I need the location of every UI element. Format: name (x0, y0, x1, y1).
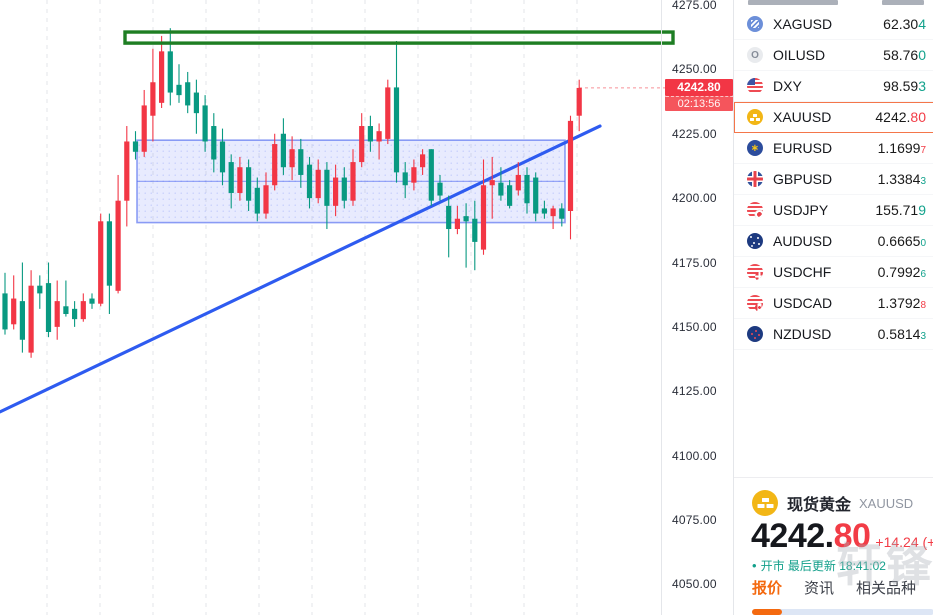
uk-icon (747, 171, 763, 187)
pair-price: 0.66650 (877, 233, 926, 249)
price-tick: 4150.00 (672, 319, 717, 334)
usch-icon (747, 264, 763, 280)
chart-region: 4275.00 4250.00 4225.00 4200.00 4175.00 4150.… (0, 0, 733, 615)
pair-price: 1.37928 (877, 295, 926, 311)
active-tab-underline (752, 609, 782, 615)
eu-icon (747, 140, 763, 156)
watchlist-row-dxy[interactable]: DXY 98.593 (734, 71, 933, 102)
axis-divider (661, 0, 662, 615)
tab-track (752, 609, 933, 615)
watchlist-row-oilusd[interactable]: OILUSD 58.760 (734, 40, 933, 71)
price-integer: 4242. (751, 517, 834, 555)
price-tick: 4125.00 (672, 384, 717, 399)
pair-price: 58.760 (883, 47, 926, 63)
bar-countdown-badge: 02:13:56 (665, 95, 733, 111)
truncated-text-left (748, 0, 838, 5)
pair-label: USDCAD (773, 295, 833, 311)
pair-label: USDJPY (773, 202, 829, 218)
pair-label: EURUSD (773, 140, 833, 156)
nz-icon (747, 326, 763, 342)
truncated-row (734, 0, 933, 6)
price-tick: 4075.00 (672, 513, 717, 527)
status-dot-icon: • (752, 558, 757, 573)
price-change: +14.24 (+ (875, 534, 933, 550)
watchlist-rows: XAGUSD 62.304 OILUSD 58.760 DXY 98.593 XAUUSD 4… (734, 9, 933, 350)
instrument-symbol: XAUUSD (859, 495, 914, 511)
chart-canvas[interactable] (0, 0, 733, 615)
au-icon (747, 233, 763, 249)
pair-label: XAUUSD (773, 109, 832, 125)
instrument-header: 现货黄金 XAUUSD (752, 490, 913, 516)
candles (2, 28, 582, 358)
watchlist-row-xagusd[interactable]: XAGUSD 62.304 (734, 9, 933, 40)
watchlist-row-usdcad[interactable]: USDCAD 1.37928 (734, 288, 933, 319)
watchlist-row-usdchf[interactable]: USDCHF 0.79926 (734, 257, 933, 288)
pair-label: NZDUSD (773, 326, 832, 342)
watchlist-row-usdjpy[interactable]: USDJPY 155.719 (734, 195, 933, 226)
price-tick: 4225.00 (672, 126, 717, 141)
watchlist-row-nzdusd[interactable]: NZDUSD 0.58143 (734, 319, 933, 350)
price-tick: 4275.00 (672, 0, 717, 12)
instrument-name: 现货黄金 (787, 497, 852, 514)
us-icon (747, 78, 763, 94)
pair-price: 1.33843 (877, 171, 926, 187)
price-decimals: 80 (833, 517, 871, 555)
usjp-icon (747, 202, 763, 218)
truncated-text-right (882, 0, 924, 5)
price-axis[interactable]: 4275.00 4250.00 4225.00 4200.00 4175.00 4150.… (661, 0, 733, 615)
tab-quotes[interactable]: 报价 (752, 580, 783, 597)
price-tick: 4200.00 (672, 191, 717, 206)
pair-price: 0.79926 (877, 264, 926, 280)
detail-tabs: 报价 资讯 相关品种 (752, 577, 916, 598)
watchlist-row-xauusd[interactable]: XAUUSD 4242.80 (734, 102, 933, 133)
pair-price: 98.593 (883, 78, 926, 94)
pair-label: GBPUSD (773, 171, 833, 187)
silver-icon (747, 16, 763, 32)
price-tick: 4100.00 (672, 448, 717, 463)
price-tick: 4175.00 (672, 255, 717, 270)
pair-price: 1.16997 (877, 140, 926, 156)
price-tick: 4050.00 (672, 577, 717, 592)
pair-price: 62.304 (883, 16, 926, 32)
price-tick: 4250.00 (672, 62, 717, 77)
gold-icon (752, 490, 778, 516)
watchlist-row-gbpusd[interactable]: GBPUSD 1.33843 (734, 164, 933, 195)
pair-price: 0.58143 (877, 326, 926, 342)
usca-icon (747, 295, 763, 311)
pair-label: AUDUSD (773, 233, 833, 249)
gold-icon (747, 109, 763, 125)
pair-price: 4242.80 (875, 109, 926, 125)
watchlist-row-audusd[interactable]: AUDUSD 0.66650 (734, 226, 933, 257)
pair-label: DXY (773, 78, 802, 94)
current-price-badge: 4242.80 (665, 78, 733, 96)
pair-label: XAGUSD (773, 16, 833, 32)
oil-icon (747, 47, 763, 63)
tab-news[interactable]: 资讯 (804, 580, 835, 597)
watchlist-row-eurusd[interactable]: EURUSD 1.16997 (734, 133, 933, 164)
pair-label: OILUSD (773, 47, 826, 63)
instrument-detail: 现货黄金 XAUUSD 4242. 80 +14.24 (+ • 开市 最后更新 … (734, 477, 933, 615)
watchlist-panel: XAGUSD 62.304 OILUSD 58.760 DXY 98.593 XAUUSD 4… (733, 0, 933, 615)
trendline (0, 124, 602, 414)
pair-price: 155.719 (875, 202, 926, 218)
status-text: 开市 最后更新 18:41:02 (760, 559, 886, 573)
resistance-band (123, 30, 675, 45)
market-status: • 开市 最后更新 18:41:02 (752, 557, 886, 574)
tab-related[interactable]: 相关品种 (856, 580, 917, 597)
instrument-price: 4242. 80 +14.24 (+ (751, 517, 933, 556)
gridlines (46, 0, 578, 615)
pair-label: USDCHF (773, 264, 832, 280)
